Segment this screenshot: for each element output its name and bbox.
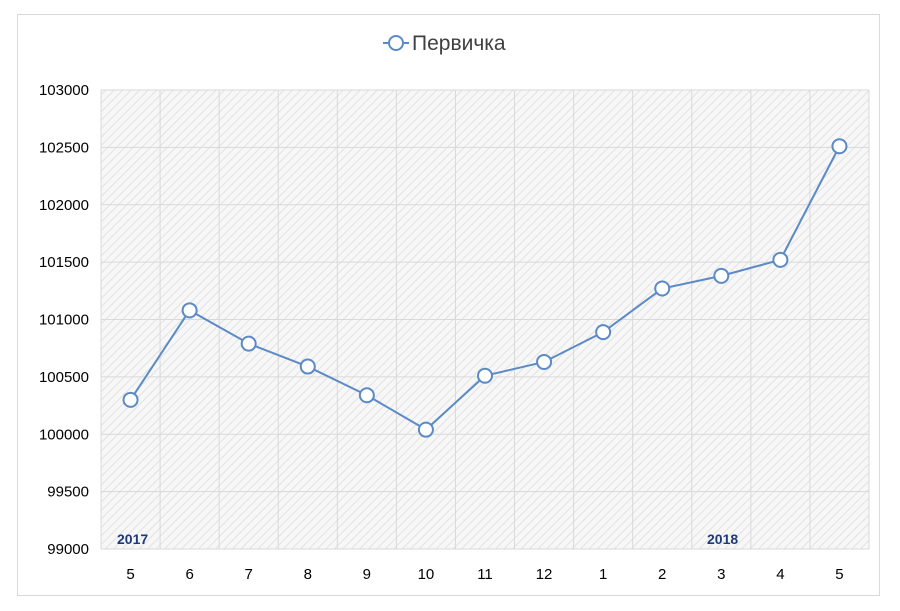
- data-point: [358, 387, 375, 404]
- x-tick-label: 3: [717, 566, 725, 583]
- data-point: [122, 391, 139, 408]
- data-point: [477, 367, 493, 384]
- x-tick-label: 12: [536, 566, 553, 583]
- year-label-2018: 2018: [707, 531, 738, 547]
- y-tick-label: 99000: [47, 541, 89, 558]
- legend-label: Первичка: [412, 32, 506, 55]
- data-point: [240, 335, 257, 352]
- data-point: [595, 324, 612, 341]
- x-tick-label: 5: [835, 566, 843, 583]
- x-axis-ticks: 5 6 7 8 9 10 11 12 1 2 3 4 5: [126, 566, 843, 583]
- y-tick-label: 102500: [39, 139, 89, 156]
- series-points: [122, 138, 848, 438]
- y-tick-label: 100500: [39, 369, 89, 386]
- y-tick-label: 102000: [39, 197, 89, 214]
- x-tick-label: 4: [776, 566, 784, 583]
- x-tick-label: 2: [658, 566, 666, 583]
- data-point: [181, 302, 198, 319]
- y-tick-label: 100000: [39, 426, 89, 443]
- legend: Первичка: [383, 32, 506, 55]
- y-tick-label: 101000: [39, 312, 89, 329]
- x-tick-label: 7: [245, 566, 253, 583]
- data-point: [713, 267, 730, 284]
- y-tick-label: 99500: [47, 484, 89, 501]
- data-point: [654, 280, 671, 297]
- x-tick-label: 1: [599, 566, 607, 583]
- data-point: [299, 358, 316, 375]
- x-tick-label: 5: [126, 566, 134, 583]
- horizontal-gridlines: [101, 89, 869, 550]
- x-tick-label: 10: [418, 566, 435, 583]
- x-tick-label: 9: [363, 566, 371, 583]
- data-point: [417, 421, 434, 438]
- x-tick-label: 8: [304, 566, 312, 583]
- data-point: [831, 138, 848, 155]
- y-tick-label: 103000: [39, 82, 89, 99]
- data-point: [772, 251, 789, 268]
- x-tick-label: 11: [477, 566, 493, 583]
- y-tick-label: 101500: [39, 254, 89, 271]
- data-point: [536, 353, 553, 370]
- year-label-2017: 2017: [117, 531, 148, 547]
- y-axis-ticks: 99000 99500 100000 100500 101000 101500 102000…: [39, 82, 89, 558]
- legend-marker: [388, 35, 404, 51]
- x-tick-label: 6: [185, 566, 193, 583]
